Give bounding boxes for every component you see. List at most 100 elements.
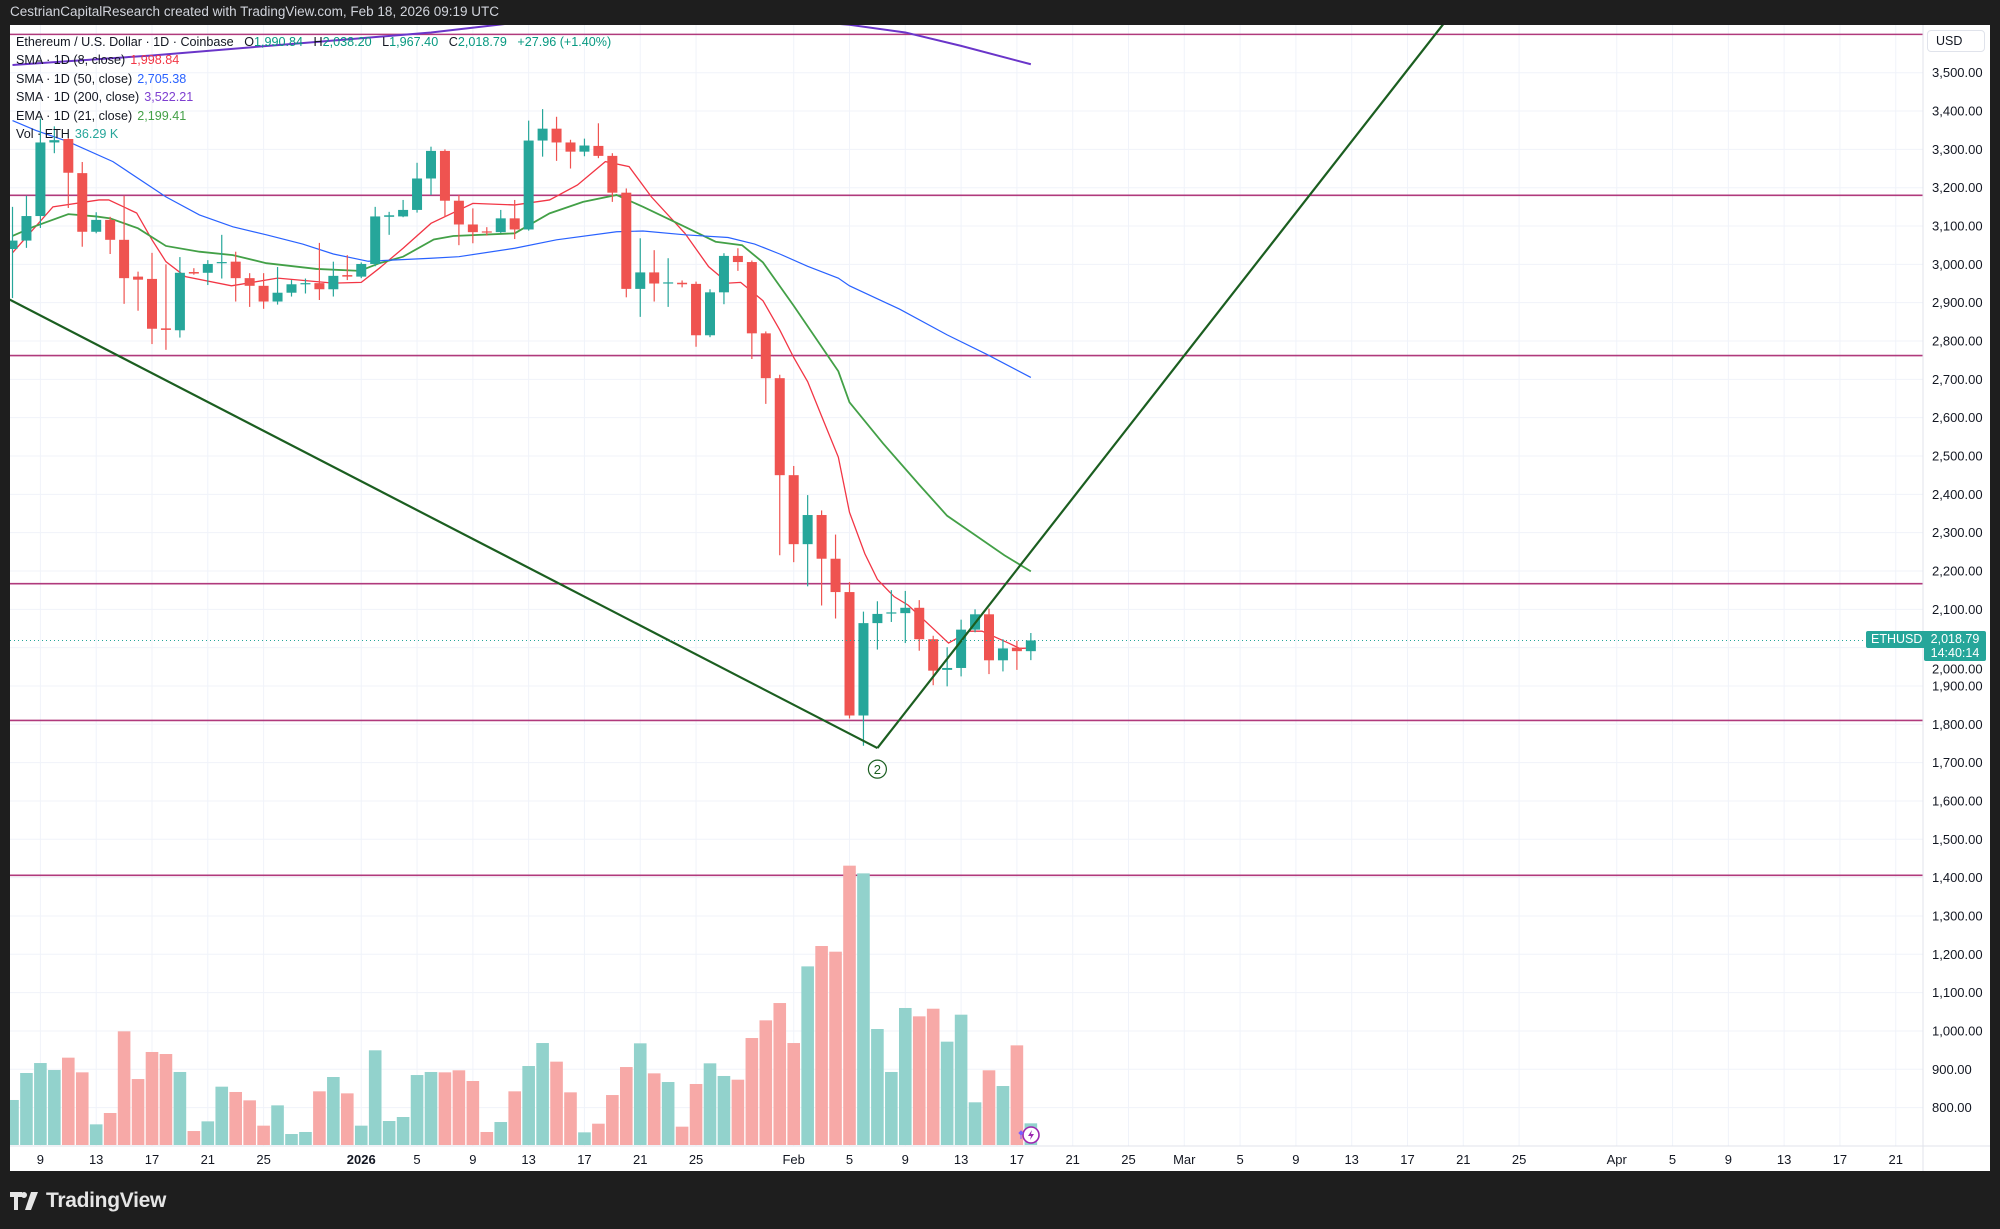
legend-sma200[interactable]: SMA · 1D (200, close) 3,522.21 xyxy=(16,88,611,106)
volume-bar xyxy=(229,1091,242,1145)
date-tick-label: 25 xyxy=(256,1152,270,1167)
candle-body xyxy=(481,231,492,233)
volume-bar xyxy=(410,1075,424,1145)
date-tick-label: 13 xyxy=(89,1152,103,1167)
legend-sma8[interactable]: SMA · 1D (8, close) 1,998.84 xyxy=(16,51,611,69)
date-tick-label: 17 xyxy=(1400,1152,1414,1167)
indicator-label: EMA · 1D (21, close) xyxy=(16,108,133,123)
price-tick-label: 2,400.00 xyxy=(1932,487,1983,502)
volume-bar xyxy=(926,1008,940,1145)
price-tick-label: 3,200.00 xyxy=(1932,180,1983,195)
candle-body xyxy=(649,272,660,284)
symbol-price-tag: ETHUSD xyxy=(1866,631,1928,649)
price-tick-label: 1,400.00 xyxy=(1932,870,1983,885)
date-tick-label: 17 xyxy=(145,1152,159,1167)
candle-body xyxy=(663,282,674,284)
volume-bar xyxy=(131,1079,145,1145)
candle-body xyxy=(886,612,897,614)
candle-body xyxy=(10,240,18,250)
volume-bar xyxy=(354,1125,368,1145)
price-tick-label: 2,600.00 xyxy=(1932,410,1983,425)
legend-ema21[interactable]: EMA · 1D (21, close) 2,199.41 xyxy=(16,107,611,125)
candle-body xyxy=(495,218,506,233)
volume-bars xyxy=(10,865,1038,1145)
candle-body xyxy=(63,139,74,173)
volume-bar xyxy=(145,1051,159,1145)
volume-bar xyxy=(731,1079,745,1145)
candle-body xyxy=(216,262,227,264)
date-tick-label: 5 xyxy=(1669,1152,1676,1167)
date-tick-label: 21 xyxy=(1889,1152,1903,1167)
horizontal-levels xyxy=(10,33,1923,877)
volume-bar xyxy=(675,1126,689,1145)
volume-bar xyxy=(522,1066,535,1145)
chart-legend: Ethereum / U.S. Dollar · 1D · Coinbase O… xyxy=(16,33,611,143)
candle-body xyxy=(635,272,646,289)
price-tick-label: 1,300.00 xyxy=(1932,908,1983,923)
candle-body xyxy=(384,215,395,217)
lightning-icon[interactable] xyxy=(1018,1126,1040,1144)
candle-body xyxy=(579,145,590,152)
volume-bar xyxy=(424,1071,438,1145)
indicator-value: 3,522.21 xyxy=(144,90,194,105)
price-tick-label: 2,500.00 xyxy=(1932,449,1983,464)
candle-body xyxy=(509,218,520,230)
volume-bar xyxy=(968,1102,982,1145)
volume-bar xyxy=(299,1131,312,1145)
currency-selector[interactable]: USD xyxy=(1927,30,1985,52)
candle-body xyxy=(244,278,255,286)
tradingview-logo-icon xyxy=(10,1192,38,1210)
date-tick-label: 21 xyxy=(1065,1152,1079,1167)
volume-bar xyxy=(620,1067,633,1145)
annotations: 2 xyxy=(867,759,888,779)
candle-body xyxy=(35,142,46,217)
time-axis[interactable]: 9 13 17 21 25 2026 5 9 13 17 21 25 Feb 5 9 13 17 21 25 Mar 5… xyxy=(37,1152,1903,1167)
volume-bar xyxy=(341,1093,354,1145)
candle-body xyxy=(928,639,939,671)
high-label: H xyxy=(313,35,323,49)
price-tick-label: 2,800.00 xyxy=(1932,334,1983,349)
candle-body xyxy=(1011,647,1022,652)
volume-bar xyxy=(689,1083,703,1145)
candle-body xyxy=(91,219,102,232)
indicator-value: 2,705.38 xyxy=(137,71,187,86)
symbol-title[interactable]: Ethereum / U.S. Dollar · 1D · Coinbase xyxy=(16,35,234,49)
date-tick-label: 5 xyxy=(846,1152,853,1167)
candles xyxy=(10,109,1036,746)
header-bar: CestrianCapitalResearch created with Tra… xyxy=(0,0,2000,25)
price-axis[interactable]: 3,500.00 3,400.00 3,300.00 3,200.00 3,100.00… xyxy=(1932,65,1983,1115)
volume-bar xyxy=(996,1086,1010,1145)
price-tick-label: 2,100.00 xyxy=(1932,602,1983,617)
date-tick-label: Mar xyxy=(1173,1152,1196,1167)
chart-background xyxy=(10,25,1990,1171)
candle-body xyxy=(774,378,785,476)
plot-area[interactable] xyxy=(6,15,1923,1145)
candle-body xyxy=(342,275,353,277)
wave-label: 2 xyxy=(874,762,881,777)
legend-volume[interactable]: Vol · ETH 36.29 K xyxy=(16,125,611,143)
candle-body xyxy=(398,209,409,217)
tradingview-logo[interactable]: TradingView xyxy=(10,1189,166,1213)
volume-bar xyxy=(62,1057,75,1145)
volume-bar xyxy=(173,1071,187,1145)
trendline xyxy=(10,298,878,750)
candle-body xyxy=(677,282,688,285)
candle-body xyxy=(272,292,283,302)
high-value: 2,038.20 xyxy=(322,35,372,49)
indicator-label: Vol · ETH xyxy=(16,127,70,142)
date-tick-label: Feb xyxy=(782,1152,804,1167)
trendlines[interactable] xyxy=(10,22,1445,750)
price-tick-label: 2,300.00 xyxy=(1932,525,1983,540)
candle-body xyxy=(621,192,632,289)
volume-bar xyxy=(382,1121,396,1145)
legend-sma50[interactable]: SMA · 1D (50, close) 2,705.38 xyxy=(16,70,611,88)
price-tick-label: 2,200.00 xyxy=(1932,563,1983,578)
volume-bar xyxy=(801,966,814,1145)
candle-body xyxy=(942,667,953,670)
candle-body xyxy=(230,261,241,279)
candle-body xyxy=(593,145,604,156)
date-tick-label: 17 xyxy=(1833,1152,1847,1167)
volume-bar xyxy=(940,1041,954,1145)
indicator-label: SMA · 1D (50, close) xyxy=(16,71,133,86)
